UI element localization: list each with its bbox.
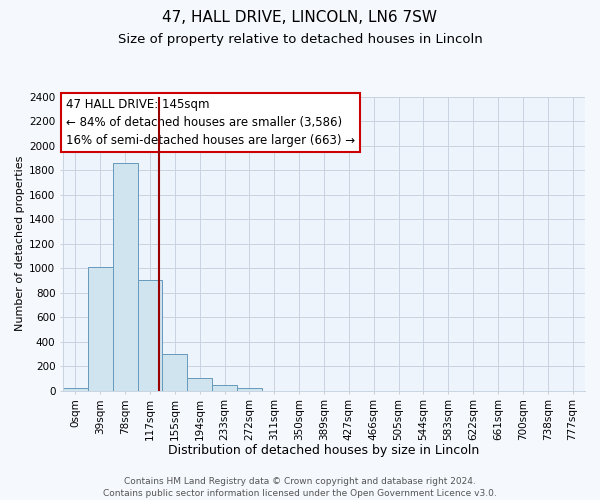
X-axis label: Distribution of detached houses by size in Lincoln: Distribution of detached houses by size … [169, 444, 479, 458]
Text: 47 HALL DRIVE: 145sqm
← 84% of detached houses are smaller (3,586)
16% of semi-d: 47 HALL DRIVE: 145sqm ← 84% of detached … [65, 98, 355, 147]
Text: 47, HALL DRIVE, LINCOLN, LN6 7SW: 47, HALL DRIVE, LINCOLN, LN6 7SW [163, 10, 437, 25]
Y-axis label: Number of detached properties: Number of detached properties [15, 156, 25, 331]
Bar [63, 388, 88, 390]
Bar [113, 162, 137, 390]
Text: Contains HM Land Registry data © Crown copyright and database right 2024.
Contai: Contains HM Land Registry data © Crown c… [103, 476, 497, 498]
Bar [212, 385, 237, 390]
Text: Size of property relative to detached houses in Lincoln: Size of property relative to detached ho… [118, 32, 482, 46]
Bar [137, 280, 163, 390]
Bar [88, 267, 113, 390]
Bar [187, 378, 212, 390]
Bar [237, 388, 262, 390]
Bar [163, 354, 187, 391]
